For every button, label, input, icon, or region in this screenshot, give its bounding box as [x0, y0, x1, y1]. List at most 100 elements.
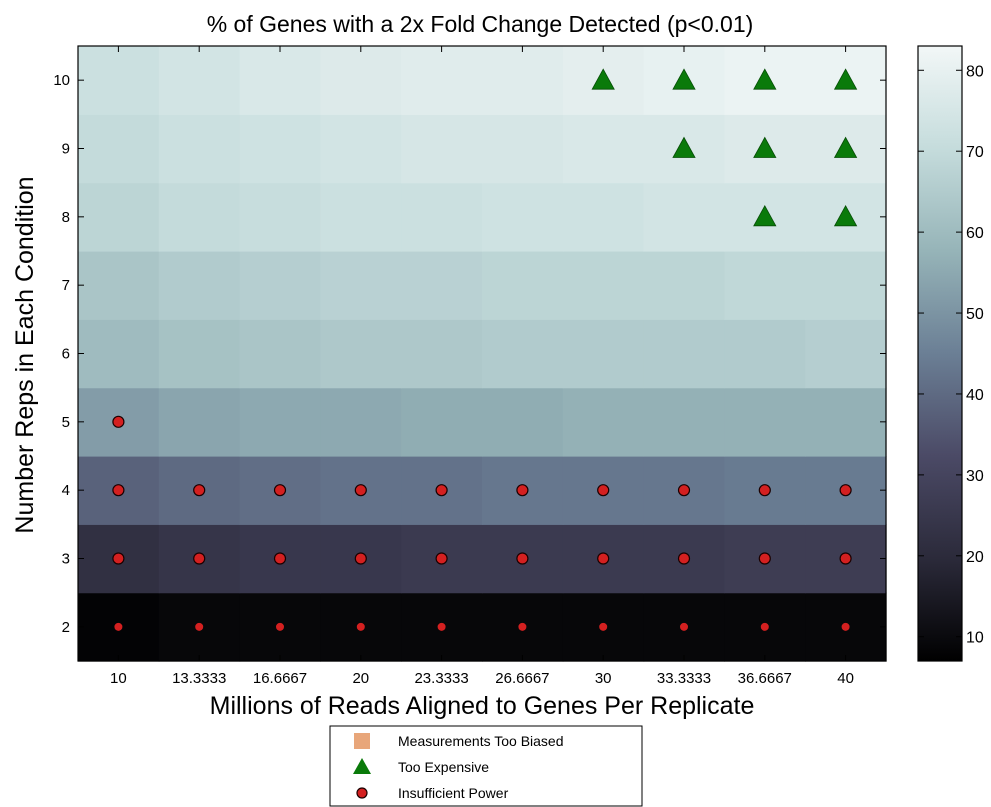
heatmap-cell — [724, 319, 806, 389]
heatmap-cell — [482, 182, 564, 252]
y-axis: 2 3 4 5 6 7 8 9 10 — [53, 72, 886, 636]
heatmap-cell — [401, 251, 483, 320]
insufficient-power-marker — [677, 552, 691, 565]
colorbar: 10 20 30 40 50 60 70 80 — [917, 45, 984, 662]
colorbar-tick-label: 70 — [966, 144, 984, 161]
too-expensive-marker — [753, 136, 777, 158]
heatmap-cell — [724, 387, 806, 457]
heatmap-cell — [78, 251, 160, 320]
heatmap-cell — [562, 251, 645, 320]
insufficient-power-marker — [193, 484, 206, 497]
insufficient-power-marker — [193, 552, 206, 565]
chart-title: % of Genes with a 2x Fold Change Detecte… — [207, 11, 754, 37]
too-expensive-marker — [672, 136, 696, 158]
heatmap-cell — [239, 251, 321, 320]
y-axis-label: Number Reps in Each Condition — [11, 176, 39, 533]
heatmap-cell — [320, 46, 402, 115]
insufficient-power-marker — [597, 484, 610, 497]
heatmap-cell — [562, 319, 645, 389]
markers-layer — [112, 68, 858, 631]
colorbar-tick-label: 40 — [966, 387, 984, 404]
insufficient-power-marker — [839, 552, 852, 565]
insufficient-power-marker — [354, 552, 367, 565]
heatmap-cell — [482, 114, 564, 184]
x-tick-label: 30 — [595, 670, 612, 687]
insufficient-power-marker — [516, 484, 529, 497]
heatmap-cell — [158, 251, 241, 320]
y-tick-label: 3 — [62, 551, 70, 568]
heatmap-cell — [724, 251, 806, 320]
colorbar-gradient — [917, 45, 963, 662]
heatmap-cell — [643, 251, 725, 320]
legend-label: Too Expensive — [398, 759, 489, 775]
colorbar-tick-label: 30 — [966, 468, 984, 485]
y-tick-label: 9 — [62, 141, 70, 158]
heatmap-cell — [78, 114, 160, 184]
too-expensive-marker — [833, 68, 858, 90]
heatmap-cell — [320, 319, 402, 389]
heatmap-cell — [643, 319, 725, 389]
insufficient-power-marker — [680, 622, 688, 631]
heatmap-cells — [78, 46, 887, 662]
insufficient-power-marker — [677, 484, 691, 497]
heatmap-cell — [562, 182, 645, 252]
heatmap-cell — [805, 387, 887, 457]
insufficient-power-marker — [758, 484, 771, 497]
legend-swatch-square — [354, 733, 370, 749]
insufficient-power-marker — [760, 622, 769, 631]
x-tick-label: 36.6667 — [738, 670, 792, 687]
too-expensive-marker — [753, 68, 777, 90]
colorbar-tick-label: 20 — [966, 549, 984, 566]
insufficient-power-marker — [435, 552, 448, 565]
legend: Measurements Too Biased Too Expensive Insu… — [329, 725, 643, 807]
insufficient-power-marker — [112, 415, 125, 428]
insufficient-power-marker — [114, 622, 123, 631]
heatmap-cell — [805, 251, 887, 320]
colorbar-tick-label: 10 — [966, 630, 984, 647]
x-tick-label: 16.6667 — [253, 670, 307, 687]
too-expensive-marker — [833, 136, 858, 158]
heatmap-cell — [643, 182, 725, 252]
insufficient-power-marker — [839, 484, 852, 497]
heatmap-cell — [158, 46, 241, 115]
legend-label: Measurements Too Biased — [398, 733, 564, 749]
y-tick-label: 10 — [53, 72, 70, 89]
insufficient-power-marker — [276, 622, 284, 631]
too-expensive-marker — [672, 68, 696, 90]
x-tick-label: 23.3333 — [414, 670, 468, 687]
heatmap-cell — [482, 46, 564, 115]
insufficient-power-marker — [758, 552, 771, 565]
insufficient-power-marker — [599, 622, 608, 631]
heatmap-cell — [482, 387, 564, 457]
heatmap-cell — [78, 319, 160, 389]
heatmap-cell — [401, 387, 483, 457]
x-axis-label: Millions of Reads Aligned to Genes Per R… — [210, 692, 755, 720]
x-tick-label: 20 — [352, 670, 369, 687]
heatmap-cell — [320, 182, 402, 252]
heatmap-cell — [239, 114, 321, 184]
heatmap-cell — [401, 319, 483, 389]
heatmap-cell — [401, 114, 483, 184]
colorbar-tick-label: 60 — [966, 225, 984, 242]
insufficient-power-marker — [597, 552, 610, 565]
heatmap-cell — [401, 182, 483, 252]
y-tick-label: 5 — [62, 414, 70, 431]
heatmap-cell — [482, 319, 564, 389]
heatmap-cell — [158, 319, 241, 389]
heatmap-cell — [562, 387, 645, 457]
heatmap-cell — [158, 387, 241, 457]
too-expensive-marker — [753, 205, 777, 227]
y-tick-label: 2 — [62, 619, 70, 636]
heatmap-cell — [239, 46, 321, 115]
heatmap-cell — [158, 114, 241, 184]
heatmap-cell — [320, 387, 402, 457]
insufficient-power-marker — [516, 552, 529, 565]
y-tick-label: 4 — [62, 482, 70, 499]
insufficient-power-marker — [195, 622, 204, 631]
legend-swatch-circle — [356, 787, 368, 799]
insufficient-power-marker — [841, 622, 850, 631]
too-expensive-marker — [833, 205, 858, 227]
legend-label: Insufficient Power — [398, 785, 509, 801]
colorbar-tick-label: 80 — [966, 63, 984, 80]
